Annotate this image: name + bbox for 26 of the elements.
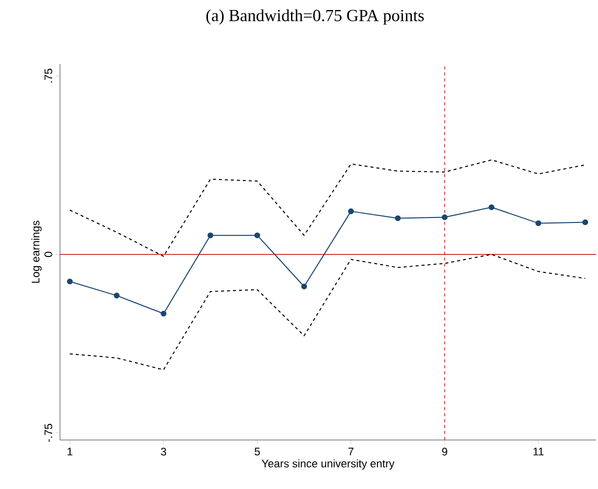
point [535,220,542,226]
x-axis-title: Years since university entry [262,459,394,470]
point [301,284,307,290]
y-tick-label: -.75 [44,424,52,442]
point [254,232,260,238]
y-tick-label: .75 [44,68,52,83]
y-tick-label: 0 [44,252,52,258]
point [582,219,588,226]
x-tick-label: 3 [160,448,166,456]
y-axis-title: Log earnings [31,220,42,283]
point [394,215,401,222]
point [208,232,214,238]
x-tick-label: 1 [68,448,72,456]
x-tick-label: 7 [348,448,354,456]
point [114,292,120,298]
x-tick-label: 11 [534,448,544,456]
x-tick-label: 5 [254,448,260,456]
line-series [69,254,586,370]
point [348,208,354,214]
point [160,310,166,317]
point [66,278,73,284]
point [442,214,448,220]
x-tick-label: 9 [442,448,448,456]
line-series [69,159,586,257]
chart-title: (a) Bandwidth=0.75 GPA points [206,9,424,25]
point [488,204,494,210]
